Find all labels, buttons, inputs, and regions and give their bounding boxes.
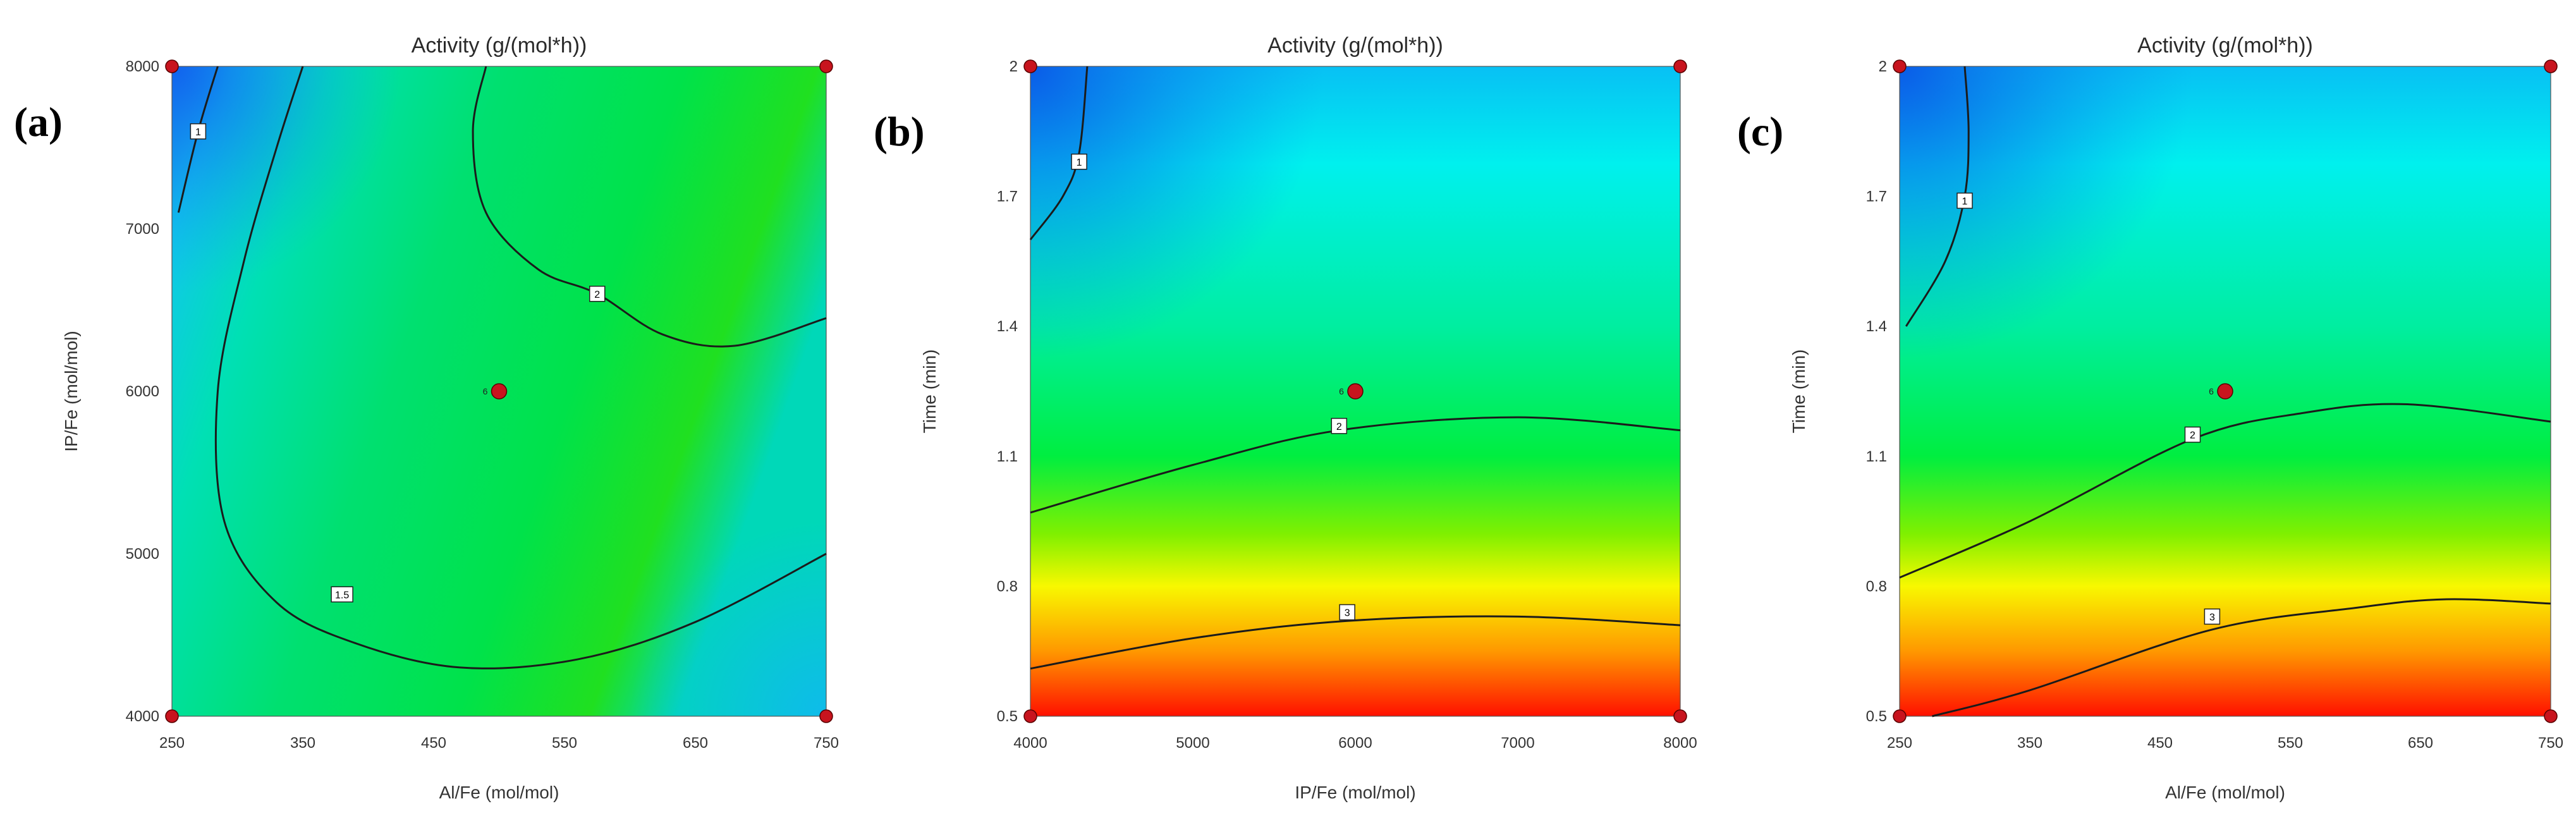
y-tick-label: 5000 [126, 546, 159, 563]
y-tick-label: 1.1 [1866, 448, 1887, 465]
panel-label: (a) [14, 99, 63, 145]
chart-title: Activity (g/(mol*h)) [2137, 34, 2313, 58]
design-point [1893, 59, 1907, 73]
y-tick-label: 2 [1879, 58, 1887, 75]
design-point [819, 709, 833, 723]
x-tick-label: 550 [2278, 735, 2303, 752]
contour-line [214, 66, 827, 669]
panel-label: (c) [1737, 109, 1783, 155]
y-tick-label: 7000 [126, 221, 159, 238]
contour-label-box [1956, 192, 1973, 209]
y-tick-label: 0.8 [1866, 578, 1887, 595]
contour-label: 1 [1962, 196, 1968, 207]
y-tick-label: 0.5 [997, 708, 1018, 725]
design-point [1893, 709, 1907, 723]
contour-label-box [2184, 426, 2201, 443]
x-tick-label: 350 [290, 735, 315, 752]
design-point [1023, 709, 1037, 723]
contour-label-box [1071, 154, 1087, 170]
y-tick-label: 1.7 [997, 188, 1018, 205]
x-tick-label: 650 [2408, 735, 2433, 752]
contour-line [1030, 615, 1681, 670]
contour-label: 1.5 [335, 590, 349, 601]
y-tick-label: 1.1 [997, 448, 1018, 465]
y-tick-label: 4000 [126, 708, 159, 725]
contour-label: 3 [1345, 608, 1350, 619]
x-tick-label: 750 [814, 735, 839, 752]
chart-title: Activity (g/(mol*h)) [412, 34, 587, 58]
panel-label: (b) [874, 109, 925, 155]
plot-frame [1030, 66, 1681, 717]
contour-label-box [331, 586, 353, 602]
y-tick-label: 1.7 [1866, 188, 1887, 205]
x-tick-label: 750 [2538, 735, 2563, 752]
contour-label: 1 [195, 127, 201, 138]
contour-line [472, 66, 827, 348]
design-point [2544, 59, 2558, 73]
center-point-label: 6 [2209, 386, 2214, 396]
y-tick-label: 6000 [126, 383, 159, 400]
plot-frame [171, 66, 827, 717]
design-point [1673, 709, 1687, 723]
contour-label-box [589, 286, 606, 302]
chart-panel-1: Activity (g/(mol*h)) (a) 1 1.5 2 6 250 350 450 55… [14, 34, 839, 802]
x-tick-label: 350 [2017, 735, 2042, 752]
contour-label: 2 [1336, 422, 1342, 432]
contour-label-box [1339, 604, 1355, 621]
chart-panel-2: Activity (g/(mol*h)) (b) 1 2 3 6 4000 5000 6000 7… [874, 34, 1697, 802]
design-point [2544, 709, 2558, 723]
x-tick-label: 650 [683, 735, 708, 752]
y-tick-label: 8000 [126, 58, 159, 75]
contour-line [1932, 598, 2551, 717]
x-axis-label: Al/Fe (mol/mol) [2165, 783, 2285, 802]
contour-label-box [2204, 608, 2221, 625]
design-point [819, 59, 833, 73]
design-point [165, 709, 179, 723]
y-tick-label: 0.8 [997, 578, 1018, 595]
y-tick-label: 1.4 [997, 318, 1018, 335]
center-point [2217, 383, 2233, 400]
contour-label: 2 [2190, 430, 2195, 441]
contour-label-box [1331, 418, 1348, 434]
x-tick-label: 5000 [1176, 735, 1209, 752]
plot-frame [1899, 66, 2551, 717]
y-axis-label: Time (min) [1789, 350, 1809, 434]
y-tick-label: 0.5 [1866, 708, 1887, 725]
y-axis-label: Time (min) [920, 350, 939, 434]
x-axis-label: IP/Fe (mol/mol) [1295, 783, 1415, 802]
y-tick-label: 2 [1010, 58, 1018, 75]
contour-label-box [190, 123, 207, 140]
center-point [1347, 383, 1364, 400]
center-point-label: 6 [483, 386, 488, 396]
chart-title: Activity (g/(mol*h)) [1267, 34, 1443, 58]
contour-line [1029, 66, 1089, 241]
center-point [491, 383, 508, 400]
x-tick-label: 6000 [1338, 735, 1372, 752]
design-point [1023, 59, 1037, 73]
contour-line [1899, 403, 2551, 579]
contour-label: 1 [1077, 157, 1082, 168]
y-tick-label: 1.4 [1866, 318, 1887, 335]
x-tick-label: 250 [159, 735, 185, 752]
chart-panel-3: Activity (g/(mol*h)) (c) 1 2 3 6 250 350 450 550 6… [1737, 34, 2563, 802]
x-tick-label: 250 [1887, 735, 1912, 752]
x-tick-label: 550 [552, 735, 577, 752]
design-point [165, 59, 179, 73]
y-axis-label: IP/Fe (mol/mol) [61, 331, 81, 451]
x-tick-label: 450 [2147, 735, 2173, 752]
x-tick-label: 450 [421, 735, 446, 752]
design-point [1673, 59, 1687, 73]
contour-label: 2 [594, 290, 600, 300]
x-tick-label: 7000 [1501, 735, 1534, 752]
x-tick-label: 4000 [1013, 735, 1047, 752]
x-tick-label: 8000 [1663, 735, 1697, 752]
center-point-label: 6 [1339, 386, 1344, 396]
x-axis-label: Al/Fe (mol/mol) [439, 783, 559, 802]
contour-label: 3 [2209, 612, 2215, 623]
